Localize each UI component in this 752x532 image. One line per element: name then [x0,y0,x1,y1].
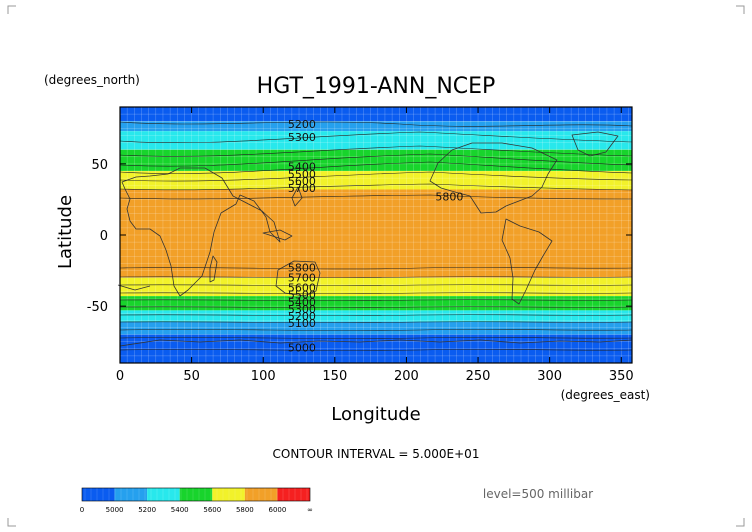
contour-label: 5800 [435,191,463,204]
field-band-3 [120,149,632,171]
contour-label: 5000 [288,341,316,354]
colorbar-label: 5200 [138,506,156,514]
colorbar-swatch [147,488,180,501]
field-band-7 [120,296,632,311]
colorbar-swatch [114,488,148,501]
contour-label: 5800 [288,262,316,275]
colorbar-swatch [179,488,213,501]
colorbar-frame [81,487,311,502]
colorbar-label: 6000 [269,506,287,514]
colorbar-swatch [244,488,278,501]
colorbar-swatch [212,488,245,501]
x-tick-label: 350 [609,369,634,384]
x-tick-label: 100 [251,369,276,384]
y-axis-ticks: 50 0 -50 [87,158,632,315]
colorbar: 0 5000 5200 5400 5600 5800 6000 ∞ [80,487,313,514]
contour-label: 5300 [288,303,316,316]
field-band-6 [120,277,632,297]
coastlines [117,131,633,347]
contour-label: 5700 [288,182,316,195]
contour-label: 5700 [288,272,316,285]
contour-label: 5400 [288,296,316,309]
contour-label: 5200 [288,310,316,323]
level-text: level=500 millibar [483,487,593,501]
field-band-2 [120,131,632,150]
contour-label: 5300 [288,131,316,144]
x-tick-label: 300 [537,369,562,384]
x-tick-label: 50 [183,369,200,384]
contour-lines [119,121,633,351]
contour-label: 5200 [288,118,316,131]
colorbar-swatch [277,488,310,501]
x-tick-label: 150 [322,369,347,384]
colorbar-label: 5400 [171,506,189,514]
y-tick-label: 50 [91,158,108,173]
y-tick-label: -50 [87,300,108,315]
x-tick-label: 200 [394,369,419,384]
contour-labels: 5200530054005500560057005800580057005600… [288,118,464,354]
contour-label: 5600 [288,282,316,295]
x-axis-ticks: 0 50 100 150 200 250 300 350 [116,107,634,384]
colorbar-label: 5800 [236,506,254,514]
corner-marks [7,5,745,527]
field-band-8 [120,310,632,322]
field-band-0 [120,107,632,122]
field-band-10 [120,334,632,363]
colorbar-label: 0 [80,506,84,514]
colorbar-swatch [82,488,115,501]
chart-title: HGT_1991-ANN_NCEP [257,74,496,99]
contour-label: 5500 [288,289,316,302]
field-band-1 [120,121,632,132]
x-tick-label: 250 [466,369,491,384]
x-tick-label: 0 [116,369,124,384]
field-band-9 [120,321,632,335]
contour-label: 5600 [288,175,316,188]
contour-interval-text: CONTOUR INTERVAL = 5.000E+01 [273,447,480,461]
y-tick-label: 0 [100,229,108,244]
y-units-label: (degrees_north) [44,73,140,87]
x-units-label: (degrees_east) [561,388,650,402]
field-band-5 [120,189,632,278]
contour-label: 5400 [288,161,316,174]
colorbar-label: 5600 [203,506,221,514]
contour-label: 5100 [288,317,316,330]
colorbar-label: ∞ [307,506,313,514]
contour-label: 5500 [288,168,316,181]
colorbar-label: 5000 [106,506,124,514]
y-axis-title: Latitude [55,195,76,269]
x-axis-title: Longitude [331,404,421,425]
